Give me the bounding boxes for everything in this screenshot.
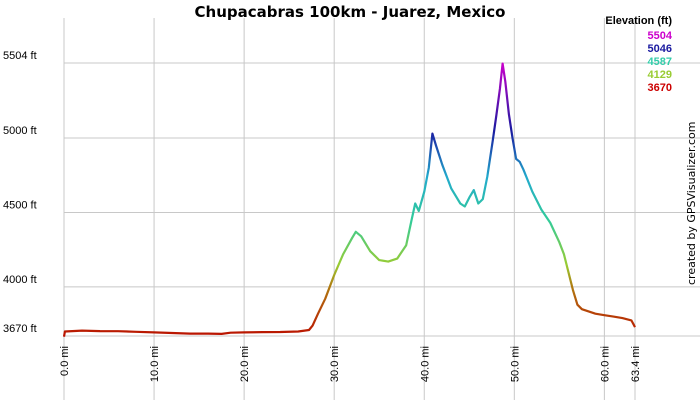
credit-text: created by GPSVisualizer.com bbox=[685, 121, 698, 285]
legend-item-5504: 5504 bbox=[647, 30, 672, 42]
x-tick-label: 0.0 mi bbox=[59, 346, 71, 376]
x-tick-label: 60.0 mi bbox=[599, 346, 611, 382]
legend-item-4587: 4587 bbox=[647, 56, 672, 68]
legend-item-3670: 3670 bbox=[647, 82, 672, 94]
x-tick-label: 10.0 mi bbox=[149, 346, 161, 382]
y-tick-label: 5000 ft bbox=[3, 125, 37, 137]
y-tick-label: 5504 ft bbox=[3, 50, 37, 62]
legend-item-5046: 5046 bbox=[647, 43, 672, 55]
x-tick-label: 20.0 mi bbox=[239, 346, 251, 382]
chart-title: Chupacabras 100km - Juarez, Mexico bbox=[194, 3, 506, 21]
y-axis-ticks: 3670 ft 4000 ft 4500 ft 5000 ft 5504 ft bbox=[3, 50, 37, 335]
x-axis-ticks: 0.0 mi 10.0 mi 20.0 mi 30.0 mi 40.0 mi 50.0 m… bbox=[59, 346, 642, 382]
x-tick-label: 50.0 mi bbox=[509, 346, 521, 382]
x-tick-label: 40.0 mi bbox=[419, 346, 431, 382]
legend-item-4129: 4129 bbox=[647, 69, 672, 81]
x-tick-label: 63.4 mi bbox=[630, 346, 642, 382]
y-tick-label: 4500 ft bbox=[3, 199, 37, 211]
legend-title: Elevation (ft) bbox=[605, 15, 672, 27]
y-tick-label: 3670 ft bbox=[3, 323, 37, 335]
x-tick-label: 30.0 mi bbox=[329, 346, 341, 382]
y-tick-label: 4000 ft bbox=[3, 274, 37, 286]
elevation-profile-line bbox=[62, 62, 636, 337]
grid-lines bbox=[63, 18, 700, 400]
